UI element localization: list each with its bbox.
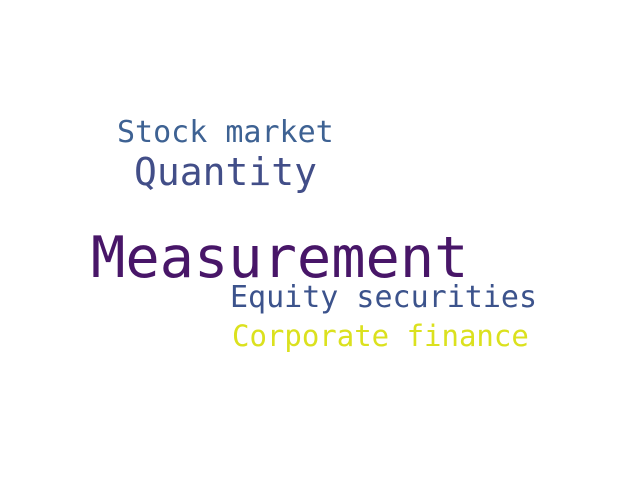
word-corporate-finance: Corporate finance [232,319,529,353]
word-quantity: Quantity [134,150,318,194]
word-measurement: Measurement [91,225,469,291]
word-stock-market: Stock market [117,115,334,150]
word-equity-securities: Equity securities [230,280,538,315]
